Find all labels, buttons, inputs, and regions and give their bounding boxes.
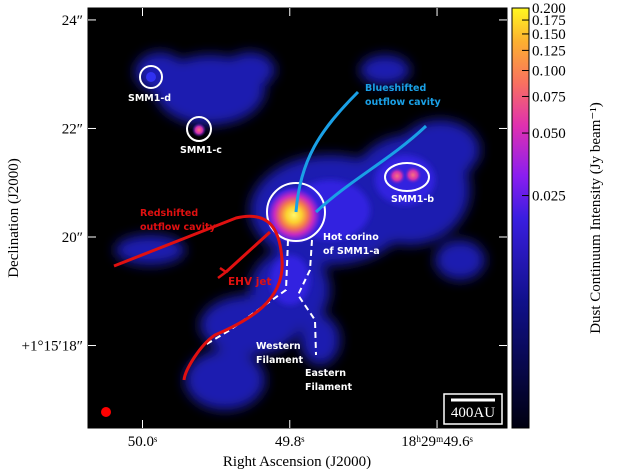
annotation: Western bbox=[256, 341, 301, 352]
colorbar bbox=[511, 7, 530, 429]
y-tick-label: 24″ bbox=[62, 13, 83, 29]
annotation: Hot corino bbox=[323, 232, 379, 243]
annotation: Redshifted bbox=[140, 208, 198, 219]
annotation: of SMM1-a bbox=[323, 246, 380, 257]
annotation: Eastern bbox=[305, 368, 346, 379]
annotation: SMM1-d bbox=[128, 93, 171, 104]
beam bbox=[101, 407, 111, 417]
annotation: SMM1-b bbox=[391, 194, 434, 205]
colorbar-tick-label: 0.125 bbox=[532, 43, 566, 59]
colorbar-tick-label: 0.050 bbox=[532, 126, 566, 142]
colorbar-label: Dust Continuum Intensity (Jy beam⁻¹) bbox=[588, 102, 604, 334]
x-tick-label: 18ʰ29ᵐ49.6ˢ bbox=[401, 434, 473, 450]
x-tick-label: 50.0ˢ bbox=[128, 434, 157, 450]
smm1-b-source bbox=[388, 167, 406, 185]
colorbar-tick-label: 0.100 bbox=[532, 64, 566, 80]
annotation: EHV jet bbox=[228, 276, 271, 288]
annotation: Blueshifted bbox=[365, 83, 426, 94]
colorbar-tick-label: 0.175 bbox=[532, 13, 566, 29]
smm1-d-source bbox=[146, 72, 156, 82]
plot-frame bbox=[87, 7, 508, 429]
annotation: outflow cavity bbox=[140, 222, 217, 233]
y-tick-label: 22″ bbox=[62, 121, 83, 137]
scale-bar-label: 400AU bbox=[451, 405, 495, 421]
smm1-a-source bbox=[264, 185, 324, 245]
y-axis-label: Declination (J2000) bbox=[6, 158, 22, 278]
smm1-c-source bbox=[192, 123, 206, 137]
map-image: 400AU SMM1-d SMM1-c SMM1-b Hot corino of… bbox=[88, 8, 507, 428]
x-axis-label: Right Ascension (J2000) bbox=[223, 454, 371, 470]
redshifted-cavity bbox=[113, 214, 284, 381]
blueshifted-cavity bbox=[294, 90, 428, 214]
y-tick-label: +1°15′18″ bbox=[22, 339, 84, 355]
smm1-b-source bbox=[404, 166, 422, 184]
colorbar-tick-label: 0.075 bbox=[532, 89, 566, 105]
x-tick-label: 49.8ˢ bbox=[275, 434, 304, 450]
colorbar-tick-label: 0.200 bbox=[532, 1, 566, 17]
annotation: outflow cavity bbox=[365, 97, 442, 108]
colorbar-tick-label: 0.025 bbox=[532, 189, 566, 205]
colorbar-tick-label: 0.150 bbox=[532, 27, 566, 43]
annotation: Filament bbox=[256, 355, 304, 366]
annotation: Filament bbox=[305, 382, 353, 393]
source-circles bbox=[139, 65, 430, 242]
y-tick-label: 20″ bbox=[62, 230, 83, 246]
annotation: SMM1-c bbox=[180, 145, 222, 156]
